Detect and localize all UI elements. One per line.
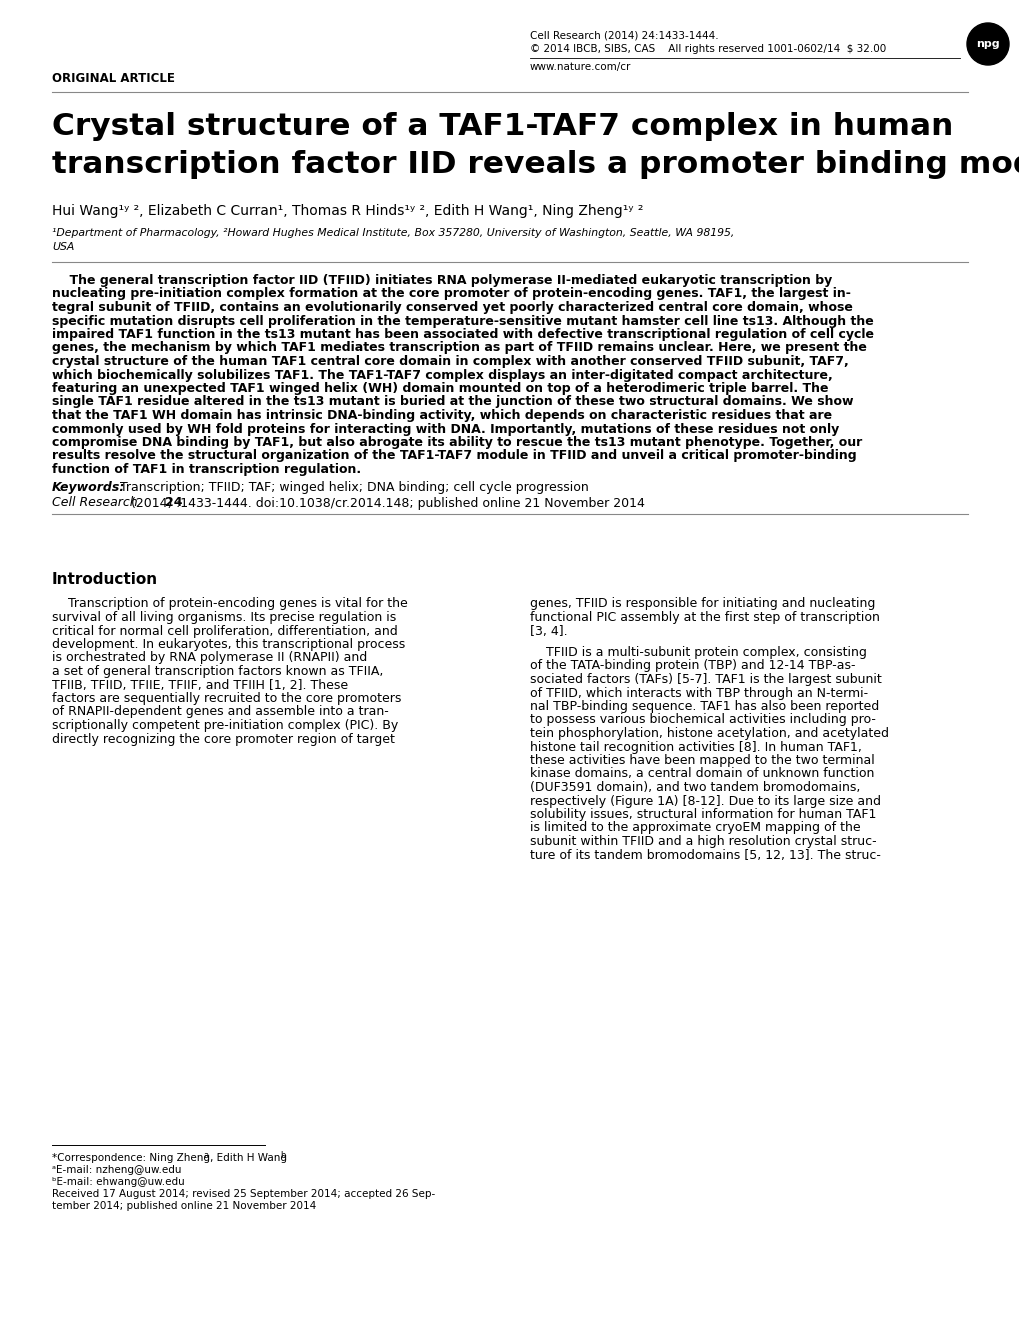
Text: ture of its tandem bromodomains [5, 12, 13]. The struc-: ture of its tandem bromodomains [5, 12, … [530, 849, 880, 861]
Text: function of TAF1 in transcription regulation.: function of TAF1 in transcription regula… [52, 463, 361, 477]
Text: to possess various biochemical activities including pro-: to possess various biochemical activitie… [530, 713, 875, 726]
Text: Crystal structure of a TAF1-TAF7 complex in human: Crystal structure of a TAF1-TAF7 complex… [52, 112, 953, 142]
Text: nucleating pre-initiation complex formation at the core promoter of protein-enco: nucleating pre-initiation complex format… [52, 287, 850, 300]
Text: © 2014 IBCB, SIBS, CAS    All rights reserved 1001-0602/14  $ 32.00: © 2014 IBCB, SIBS, CAS All rights reserv… [530, 44, 886, 53]
Text: :1433-1444. doi:10.1038/cr.2014.148; published online 21 November 2014: :1433-1444. doi:10.1038/cr.2014.148; pub… [176, 497, 644, 510]
Text: transcription factor IID reveals a promoter binding module: transcription factor IID reveals a promo… [52, 150, 1019, 179]
Text: genes, the mechanism by which TAF1 mediates transcription as part of TFIID remai: genes, the mechanism by which TAF1 media… [52, 342, 866, 355]
Circle shape [966, 23, 1008, 65]
Text: is orchestrated by RNA polymerase II (RNAPII) and: is orchestrated by RNA polymerase II (RN… [52, 651, 367, 665]
Text: impaired TAF1 function in the ts13 mutant has been associated with defective tra: impaired TAF1 function in the ts13 mutan… [52, 328, 873, 340]
Text: tember 2014; published online 21 November 2014: tember 2014; published online 21 Novembe… [52, 1202, 316, 1211]
Text: scriptionally competent pre-initiation complex (PIC). By: scriptionally competent pre-initiation c… [52, 720, 397, 732]
Text: ᵃE-mail: nzheng@uw.edu: ᵃE-mail: nzheng@uw.edu [52, 1165, 181, 1175]
Text: Transcription; TFIID; TAF; winged helix; DNA binding; cell cycle progression: Transcription; TFIID; TAF; winged helix;… [116, 482, 588, 494]
Text: crystal structure of the human TAF1 central core domain in complex with another : crystal structure of the human TAF1 cent… [52, 355, 848, 368]
Text: 24: 24 [165, 497, 182, 510]
Text: development. In eukaryotes, this transcriptional process: development. In eukaryotes, this transcr… [52, 638, 405, 651]
Text: tegral subunit of TFIID, contains an evolutionarily conserved yet poorly charact: tegral subunit of TFIID, contains an evo… [52, 300, 852, 314]
Text: Introduction: Introduction [52, 571, 158, 586]
Text: (2014): (2014) [127, 497, 176, 510]
Text: critical for normal cell proliferation, differentiation, and: critical for normal cell proliferation, … [52, 625, 397, 638]
Text: which biochemically solubilizes TAF1. The TAF1-TAF7 complex displays an inter-di: which biochemically solubilizes TAF1. Th… [52, 368, 832, 382]
Text: commonly used by WH fold proteins for interacting with DNA. Importantly, mutatio: commonly used by WH fold proteins for in… [52, 422, 839, 435]
Text: ORIGINAL ARTICLE: ORIGINAL ARTICLE [52, 72, 174, 85]
Text: (DUF3591 domain), and two tandem bromodomains,: (DUF3591 domain), and two tandem bromodo… [530, 781, 860, 794]
Text: sociated factors (TAFs) [5-7]. TAF1 is the largest subunit: sociated factors (TAFs) [5-7]. TAF1 is t… [530, 673, 880, 686]
Text: directly recognizing the core promoter region of target: directly recognizing the core promoter r… [52, 733, 394, 745]
Text: genes, TFIID is responsible for initiating and nucleating: genes, TFIID is responsible for initiati… [530, 598, 874, 610]
Text: b: b [280, 1151, 285, 1160]
Text: [3, 4].: [3, 4]. [530, 625, 567, 638]
Text: solubility issues, structural information for human TAF1: solubility issues, structural informatio… [530, 808, 875, 821]
Text: functional PIC assembly at the first step of transcription: functional PIC assembly at the first ste… [530, 611, 879, 623]
Text: featuring an unexpected TAF1 winged helix (WH) domain mounted on top of a hetero: featuring an unexpected TAF1 winged heli… [52, 382, 827, 395]
Text: subunit within TFIID and a high resolution crystal struc-: subunit within TFIID and a high resoluti… [530, 834, 875, 848]
Text: , Edith H Wang: , Edith H Wang [210, 1153, 286, 1163]
Text: TFIIB, TFIID, TFIIE, TFIIF, and TFIIH [1, 2]. These: TFIIB, TFIID, TFIIE, TFIIF, and TFIIH [1… [52, 678, 347, 692]
Text: single TAF1 residue altered in the ts13 mutant is buried at the junction of thes: single TAF1 residue altered in the ts13 … [52, 395, 853, 409]
Text: Keywords:: Keywords: [52, 482, 125, 494]
Text: npg: npg [975, 39, 999, 49]
Text: Transcription of protein-encoding genes is vital for the: Transcription of protein-encoding genes … [52, 598, 408, 610]
Text: survival of all living organisms. Its precise regulation is: survival of all living organisms. Its pr… [52, 611, 395, 623]
Text: of RNAPII-dependent genes and assemble into a tran-: of RNAPII-dependent genes and assemble i… [52, 705, 388, 718]
Text: Hui Wang¹ʸ ², Elizabeth C Curran¹, Thomas R Hinds¹ʸ ², Edith H Wang¹, Ning Zheng: Hui Wang¹ʸ ², Elizabeth C Curran¹, Thoma… [52, 204, 643, 218]
Text: of TFIID, which interacts with TBP through an N-termi-: of TFIID, which interacts with TBP throu… [530, 686, 867, 700]
Text: factors are sequentially recruited to the core promoters: factors are sequentially recruited to th… [52, 692, 401, 705]
Text: specific mutation disrupts cell proliferation in the temperature-sensitive mutan: specific mutation disrupts cell prolifer… [52, 315, 873, 327]
Text: The general transcription factor IID (TFIID) initiates RNA polymerase II-mediate: The general transcription factor IID (TF… [52, 274, 832, 287]
Text: nal TBP-binding sequence. TAF1 has also been reported: nal TBP-binding sequence. TAF1 has also … [530, 700, 878, 713]
Text: of the TATA-binding protein (TBP) and 12-14 TBP-as-: of the TATA-binding protein (TBP) and 12… [530, 659, 855, 673]
Text: a: a [204, 1151, 209, 1160]
Text: tein phosphorylation, histone acetylation, and acetylated: tein phosphorylation, histone acetylatio… [530, 728, 889, 740]
Text: respectively (Figure 1A) [8-12]. Due to its large size and: respectively (Figure 1A) [8-12]. Due to … [530, 794, 880, 808]
Text: is limited to the approximate cryoEM mapping of the: is limited to the approximate cryoEM map… [530, 821, 860, 834]
Text: ¹Department of Pharmacology, ²Howard Hughes Medical Institute, Box 357280, Unive: ¹Department of Pharmacology, ²Howard Hug… [52, 228, 734, 238]
Text: compromise DNA binding by TAF1, but also abrogate its ability to rescue the ts13: compromise DNA binding by TAF1, but also… [52, 437, 861, 449]
Text: TFIID is a multi-subunit protein complex, consisting: TFIID is a multi-subunit protein complex… [530, 646, 866, 659]
Text: Received 17 August 2014; revised 25 September 2014; accepted 26 Sep-: Received 17 August 2014; revised 25 Sept… [52, 1189, 435, 1199]
Text: that the TAF1 WH domain has intrinsic DNA-binding activity, which depends on cha: that the TAF1 WH domain has intrinsic DN… [52, 409, 832, 422]
Text: kinase domains, a central domain of unknown function: kinase domains, a central domain of unkn… [530, 768, 873, 781]
Text: histone tail recognition activities [8]. In human TAF1,: histone tail recognition activities [8].… [530, 741, 861, 753]
Text: ᵇE-mail: ehwang@uw.edu: ᵇE-mail: ehwang@uw.edu [52, 1177, 184, 1187]
Text: *Correspondence: Ning Zheng: *Correspondence: Ning Zheng [52, 1153, 210, 1163]
Text: USA: USA [52, 242, 74, 252]
Text: www.nature.com/cr: www.nature.com/cr [530, 61, 631, 72]
Text: results resolve the structural organization of the TAF1-TAF7 module in TFIID and: results resolve the structural organizat… [52, 450, 856, 462]
Text: a set of general transcription factors known as TFIIA,: a set of general transcription factors k… [52, 665, 383, 678]
Text: Cell Research: Cell Research [52, 497, 138, 510]
Text: these activities have been mapped to the two terminal: these activities have been mapped to the… [530, 754, 874, 768]
Text: Cell Research (2014) 24:1433-1444.: Cell Research (2014) 24:1433-1444. [530, 29, 718, 40]
